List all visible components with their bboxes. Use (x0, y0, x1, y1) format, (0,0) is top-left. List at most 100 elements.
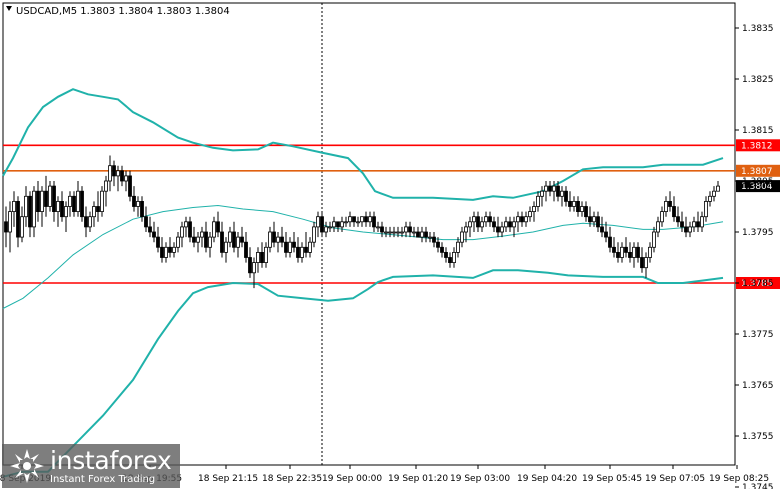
candle-body (272, 231, 276, 243)
y-tick-label: 1.3805 (742, 177, 774, 187)
candle-body (248, 257, 252, 274)
candle (676, 206, 680, 227)
candle (388, 226, 392, 238)
symbol-dropdown-icon[interactable] (6, 6, 12, 11)
candle-body (204, 231, 208, 248)
candle-body (8, 211, 12, 233)
candle-body (264, 246, 268, 264)
candle-body (460, 231, 464, 243)
candle (712, 186, 716, 202)
candle (372, 211, 376, 232)
candle-body (596, 216, 600, 228)
candle (368, 211, 372, 227)
candle-body (252, 262, 256, 274)
candle-body (560, 190, 564, 197)
candle-body (600, 226, 604, 233)
candle (580, 201, 584, 217)
candle (196, 232, 200, 253)
candle-body (140, 200, 144, 218)
candle-body (512, 221, 516, 228)
price-level-label: 1.3812 (741, 141, 773, 151)
candle-body (624, 246, 628, 253)
x-tick-label: 19 Sep 07:05 (645, 474, 705, 484)
candle-body (656, 221, 660, 233)
candle (300, 242, 304, 263)
candle (36, 181, 40, 222)
candle (440, 242, 444, 258)
candle-body (620, 246, 624, 258)
candle-body (300, 246, 304, 258)
candle (668, 191, 672, 212)
candle (468, 216, 472, 238)
candle (72, 191, 76, 217)
candle-body (660, 211, 664, 223)
candle (704, 196, 708, 222)
candle-body (580, 206, 584, 212)
candle-body (152, 231, 156, 238)
candle (612, 237, 616, 258)
x-tick-label: 18 Sep 22:35 (262, 474, 322, 484)
candle (504, 216, 508, 232)
candle (472, 211, 476, 232)
candle-body (260, 251, 264, 263)
candle-body (320, 216, 324, 233)
candle (544, 181, 548, 202)
candle (312, 221, 316, 248)
x-tick-label: 19 Sep 05:45 (582, 474, 642, 484)
candle (452, 247, 456, 268)
candle-body (388, 231, 392, 234)
candle (148, 216, 152, 238)
candle (128, 170, 132, 202)
candle (484, 211, 488, 227)
candle-body (696, 221, 700, 228)
candle (660, 206, 664, 227)
candle-body (36, 190, 40, 212)
candle-body (700, 216, 704, 228)
price-level-tag (736, 139, 780, 152)
y-tick-label: 1.3795 (742, 228, 774, 238)
candle (652, 226, 656, 253)
candle (564, 186, 568, 207)
candle-body (524, 216, 528, 223)
candle-body (256, 251, 260, 263)
candle-body (268, 231, 272, 248)
candle (184, 216, 188, 238)
candle-body (612, 246, 616, 253)
candle-body (716, 185, 720, 192)
candle (332, 216, 336, 232)
envelope-bands (2, 88, 724, 478)
candle (176, 232, 180, 253)
y-tick-label: 1.3775 (742, 330, 774, 340)
candle-body (648, 246, 652, 258)
candle (708, 191, 712, 207)
candle (288, 237, 292, 258)
candle (88, 211, 92, 232)
candle (212, 216, 216, 243)
candle (588, 206, 592, 227)
candle-body (64, 206, 68, 218)
candle (112, 160, 116, 187)
candle (420, 226, 424, 243)
candle (404, 221, 408, 238)
candle-body (536, 195, 540, 207)
candle-body (108, 165, 112, 182)
candle-body (356, 221, 360, 224)
candle (4, 206, 8, 248)
candle (584, 201, 588, 222)
candle-body (104, 180, 108, 192)
candle-body (400, 231, 404, 234)
candle (432, 232, 436, 248)
candle-body (68, 195, 72, 207)
candle (396, 226, 400, 238)
candle-body (228, 231, 232, 243)
candle-body (20, 216, 24, 238)
candle-body (500, 226, 504, 233)
middle-band-line (2, 204, 724, 309)
candle (648, 242, 652, 263)
candle-body (148, 226, 152, 233)
candle (636, 242, 640, 263)
candle (508, 216, 512, 232)
candle-body (76, 190, 80, 212)
candle (384, 226, 388, 238)
candle-body (120, 170, 124, 182)
